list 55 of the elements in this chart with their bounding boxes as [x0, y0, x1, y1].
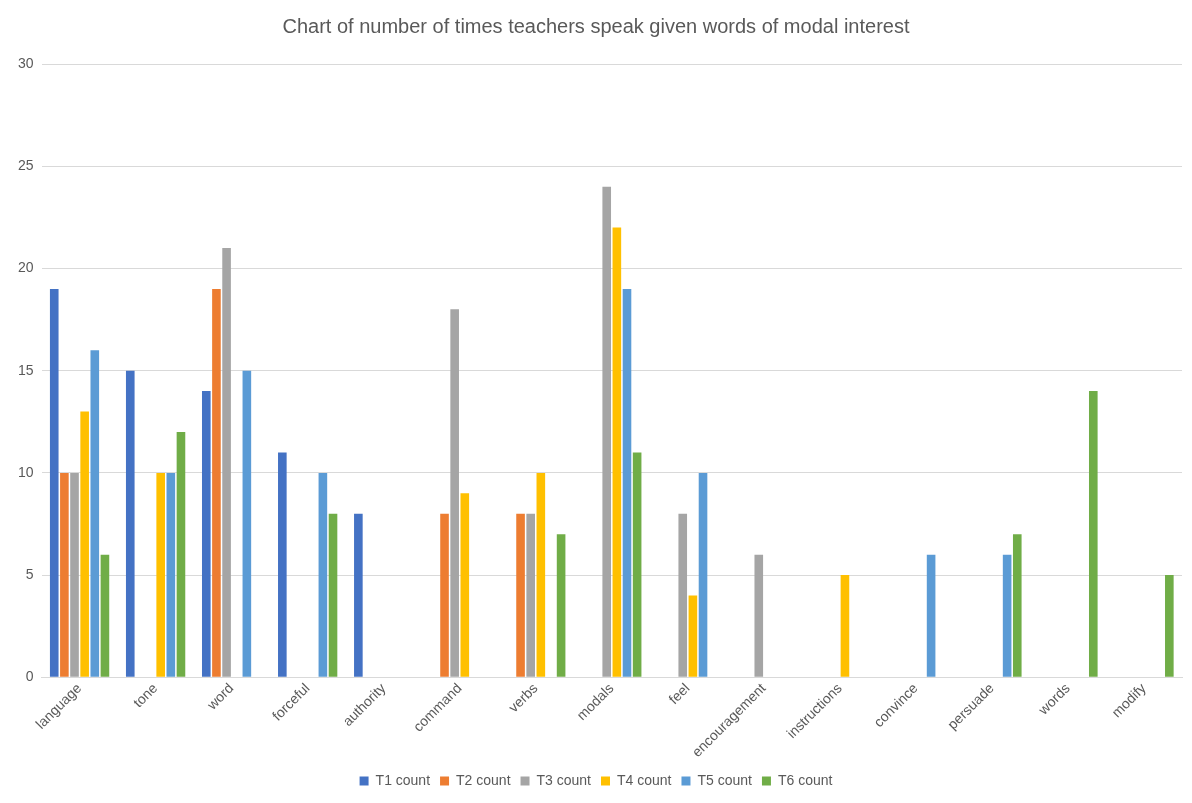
bar — [1002, 554, 1012, 677]
bar — [526, 513, 535, 677]
bar — [80, 411, 89, 677]
legend-label: T2 count — [456, 771, 511, 788]
bar — [622, 288, 632, 677]
bar — [212, 288, 221, 677]
bar — [222, 248, 231, 677]
bar — [166, 472, 176, 677]
bar — [698, 472, 708, 677]
bar — [460, 493, 470, 677]
bar — [678, 513, 688, 677]
bar — [612, 227, 622, 677]
bar — [1088, 391, 1098, 677]
bar — [632, 452, 642, 677]
chart-title: Chart of number of times teachers speak given words of modal interest — [282, 14, 910, 37]
y-tick-label: 0 — [25, 668, 34, 685]
bar — [90, 350, 100, 677]
bar — [70, 472, 79, 677]
bar — [242, 370, 252, 677]
legend-label: T3 count — [536, 771, 592, 788]
bar — [278, 452, 287, 677]
bar — [318, 472, 328, 677]
legend-label: T6 count — [777, 771, 833, 788]
legend-label: T4 count — [617, 771, 672, 788]
y-tick-label: 15 — [17, 361, 34, 378]
bar — [840, 575, 850, 677]
bar — [516, 513, 525, 677]
y-tick-label: 10 — [17, 463, 34, 480]
y-tick-label: 5 — [25, 565, 34, 582]
bar — [602, 186, 612, 677]
bar — [1012, 534, 1022, 677]
bar — [1165, 575, 1174, 677]
bar — [60, 472, 69, 677]
bar — [100, 554, 110, 677]
bar — [354, 513, 363, 677]
bar — [328, 513, 338, 677]
bar — [125, 370, 135, 677]
legend-label: T5 count — [697, 771, 753, 788]
bar — [49, 288, 59, 677]
bar — [556, 534, 566, 677]
y-tick-label: 20 — [17, 259, 34, 276]
y-tick-label: 30 — [17, 54, 34, 71]
bar — [176, 432, 186, 677]
x-tick-label: tone — [129, 679, 161, 711]
bar — [156, 472, 165, 677]
x-tick-label: feel — [665, 679, 693, 708]
bar — [536, 472, 546, 677]
bar — [450, 309, 459, 677]
bar — [926, 554, 936, 677]
y-tick-label: 25 — [17, 157, 34, 174]
bar — [440, 513, 449, 677]
bar — [201, 391, 211, 677]
bar — [688, 595, 698, 677]
bar — [754, 554, 764, 677]
legend-label: T1 count — [375, 771, 431, 788]
